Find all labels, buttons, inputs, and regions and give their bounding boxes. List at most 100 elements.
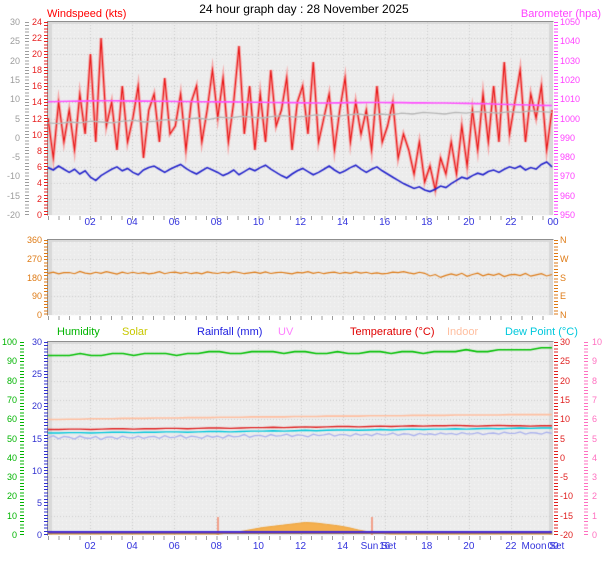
hour-label: 06 (168, 217, 180, 228)
tick-label: -5 (11, 152, 20, 163)
hour-label: 00 (547, 217, 559, 228)
tick-label: 5 (560, 433, 566, 444)
tick-label: 24 (31, 17, 42, 27)
hour-label: 16 (379, 541, 391, 552)
tick-label: N (560, 235, 567, 245)
tick-label: 20 (560, 375, 571, 386)
tick-label: N (560, 310, 567, 320)
legend-item: Humidity (57, 326, 100, 338)
tick-label: 15 (9, 74, 20, 85)
tick-label: 15 (560, 394, 571, 405)
tick-label: 1020 (560, 74, 581, 85)
tick-label: -10 (6, 171, 20, 182)
axis-minor-ticks (20, 342, 24, 535)
tick-label: 5 (14, 113, 20, 124)
hour-label: 00 (547, 541, 559, 552)
tick-label: 0 (36, 210, 42, 220)
tick-label: -10 (560, 491, 574, 502)
tick-label: 10 (9, 94, 20, 105)
tick-label: 0 (36, 310, 42, 320)
tick-label: 90 (31, 291, 42, 302)
tick-label: 15 (31, 433, 42, 444)
tick-label: 12 (31, 113, 42, 124)
legend-item: Solar (122, 326, 148, 338)
tick-label: 960 (560, 190, 576, 201)
legend-item: Indoor (447, 326, 479, 338)
legend-item: UV (278, 326, 294, 338)
tick-label: 8 (36, 145, 42, 156)
tick-label: 60 (6, 414, 17, 425)
event-label: Sun Set (360, 541, 397, 552)
tick-label: 18 (31, 65, 42, 76)
tick-label: 9 (592, 356, 598, 367)
barometer-axis-title: Barometer (hpa) (520, 8, 601, 20)
axis-minor-ticks (44, 342, 48, 535)
tick-label: 0 (14, 132, 20, 143)
axis-minor-ticks (44, 240, 48, 315)
tick-label: 25 (9, 36, 20, 47)
tick-label: -15 (6, 190, 20, 201)
hour-label: 08 (210, 217, 222, 228)
legend-item: Dew Point (°C) (505, 326, 578, 338)
tick-label: 70 (6, 394, 17, 405)
tick-label: 14 (31, 97, 42, 108)
event-label: Moon Set (521, 541, 565, 552)
tick-label: -5 (560, 472, 569, 483)
tick-label: 25 (560, 356, 571, 367)
hour-label: 10 (252, 541, 264, 552)
hour-label: 08 (210, 541, 222, 552)
windspeed-axis-title: Windspeed (kts) (47, 8, 127, 20)
climate-plot (48, 342, 553, 535)
hour-label: 22 (505, 217, 517, 228)
tick-label: 1030 (560, 55, 581, 66)
hour-label: 04 (126, 217, 138, 228)
tick-label: 1 (592, 510, 598, 521)
axis-minor-ticks (554, 342, 558, 535)
tick-label: 10 (31, 465, 42, 476)
wind-barometer-panel (47, 21, 554, 216)
tick-label: 0 (36, 530, 42, 540)
wind-barometer-plot (48, 22, 553, 215)
tick-label: 80 (6, 375, 17, 386)
hour-label: 06 (168, 541, 180, 552)
tick-label: -15 (560, 510, 574, 521)
tick-label: 0 (592, 530, 598, 540)
tick-label: 90 (6, 356, 17, 367)
hour-label: 10 (252, 217, 264, 228)
axis-minor-ticks (44, 22, 48, 215)
tick-label: 10 (6, 510, 17, 521)
tick-label: 6 (592, 414, 598, 425)
page-title: 24 hour graph day : 28 November 2025 (199, 2, 409, 16)
tick-label: 30 (31, 337, 42, 347)
hour-label: 20 (463, 217, 475, 228)
tick-label: -20 (6, 210, 20, 220)
tick-label: 5 (36, 497, 42, 508)
tick-label: 7 (592, 394, 598, 405)
tick-label: 0 (11, 530, 17, 540)
tick-label: 20 (6, 491, 17, 502)
tick-label: 100 (1, 337, 17, 347)
hour-label: 16 (379, 217, 391, 228)
hour-label: 12 (294, 541, 307, 552)
tick-label: 1010 (560, 94, 581, 105)
tick-label: 20 (31, 401, 42, 412)
bottom-panel-x-minor-ticks (48, 536, 553, 540)
legend-item: Rainfall (mm) (197, 326, 263, 338)
tick-label: 950 (560, 210, 576, 220)
tick-label: 1040 (560, 36, 581, 47)
tick-label: 360 (26, 235, 42, 245)
tick-label: 4 (36, 177, 42, 188)
tick-label: 10 (560, 414, 571, 425)
tick-label: 8 (592, 375, 598, 386)
tick-label: 25 (31, 369, 42, 380)
tick-label: W (560, 253, 569, 264)
hour-label: 12 (294, 217, 307, 228)
axis-minor-ticks (554, 240, 558, 315)
tick-label: 30 (6, 472, 17, 483)
hour-label: 18 (421, 541, 433, 552)
tick-label: 6 (36, 161, 42, 172)
axis-minor-ticks (554, 22, 558, 215)
tick-label: 2 (592, 491, 598, 502)
hour-label: 20 (463, 541, 475, 552)
